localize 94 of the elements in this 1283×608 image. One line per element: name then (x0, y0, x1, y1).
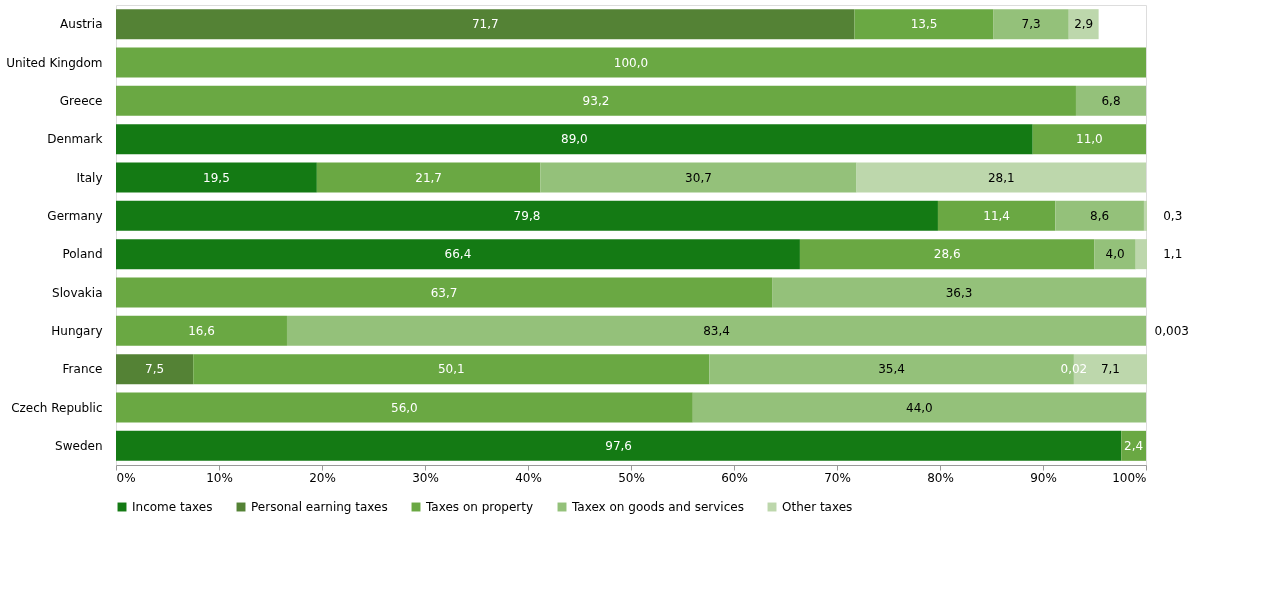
bar (799, 239, 1095, 270)
data-label: 1,1 (1163, 247, 1183, 262)
bar (1094, 239, 1136, 270)
legend-label: Personal earning taxes (251, 500, 388, 514)
x-tick-label: 0% (116, 470, 136, 485)
data-label: 7,5 (145, 362, 165, 377)
data-label: 2,4 (1124, 438, 1144, 453)
data-label: 56,0 (391, 400, 418, 415)
data-label: 79,8 (513, 208, 541, 223)
data-label: 4,0 (1105, 247, 1125, 262)
data-label: 13,5 (910, 17, 938, 32)
bar (116, 47, 1146, 78)
data-label: 11,0 (1075, 132, 1103, 147)
annotation: 0,02 (1060, 362, 1088, 377)
bar (116, 430, 1122, 461)
y-tick-label: Germany (47, 208, 103, 223)
bar (1055, 200, 1144, 231)
bar (540, 162, 857, 193)
data-label: 16,6 (188, 323, 215, 338)
bar (1032, 124, 1146, 155)
data-label: 50,1 (437, 362, 465, 377)
y-tick-label: Sweden (55, 438, 103, 453)
x-tick-label: 80% (927, 470, 954, 485)
bar (1135, 239, 1148, 270)
data-label: 21,7 (415, 170, 442, 185)
bar (1068, 9, 1099, 40)
data-label: 100,0 (613, 55, 649, 70)
x-tick-label: 60% (721, 470, 748, 485)
bar (316, 162, 541, 193)
data-label: 7,3 (1021, 17, 1041, 32)
bar (1075, 85, 1146, 116)
bar (116, 315, 287, 346)
x-tick-label: 30% (412, 470, 439, 485)
data-label: 93,2 (582, 93, 610, 108)
data-label: 89,0 (560, 132, 588, 147)
data-label: 63,7 (430, 285, 458, 300)
y-tick-label: Poland (62, 247, 103, 262)
x-tick-label: 10% (206, 470, 233, 485)
data-label: 97,6 (605, 438, 632, 453)
bar (116, 200, 938, 231)
data-label: 11,4 (983, 208, 1011, 223)
y-tick-label: Greece (59, 93, 103, 108)
data-label: 28,6 (933, 247, 961, 262)
x-tick-label: 70% (824, 470, 851, 485)
bar (286, 315, 1146, 346)
data-label: 44,0 (906, 400, 933, 415)
legend-label: Other taxes (782, 500, 853, 514)
bar (1143, 200, 1148, 231)
bar (692, 392, 1146, 423)
data-label: 36,3 (945, 285, 973, 300)
x-tick-label: 100% (1112, 470, 1147, 485)
data-label: 0,3 (1163, 208, 1183, 223)
data-label: 2,9 (1074, 17, 1094, 32)
data-label: 7,1 (1100, 362, 1121, 377)
legend-label: Taxes on property (425, 500, 534, 514)
bar (116, 277, 773, 308)
data-label: 28,1 (987, 170, 1015, 185)
data-label: 30,7 (685, 170, 712, 185)
x-tick-label: 90% (1030, 470, 1057, 485)
data-label: 83,4 (703, 323, 730, 338)
legend-label: Income taxes (132, 500, 213, 514)
y-tick-label: France (62, 362, 103, 377)
y-tick-label: Italy (76, 170, 103, 185)
x-tick-label: 40% (515, 470, 542, 485)
bar (856, 162, 1146, 193)
bar (993, 9, 1069, 40)
bar (116, 85, 1076, 116)
bar (772, 277, 1146, 308)
data-label: 6,8 (1101, 93, 1121, 108)
bar (116, 9, 855, 40)
data-label: 8,6 (1090, 208, 1110, 223)
y-tick-label: Denmark (47, 132, 103, 147)
bar (193, 354, 710, 385)
bar (1121, 430, 1146, 461)
data-label: 71,7 (471, 17, 499, 32)
legend-label: Taxex on goods and services (571, 500, 744, 514)
data-label: 0,003 (1154, 323, 1189, 338)
x-tick-label: 20% (309, 470, 336, 485)
data-label: 66,4 (444, 247, 472, 262)
data-label: 19,5 (203, 170, 230, 185)
y-tick-label: Czech Republic (11, 400, 103, 415)
y-tick-label: United Kingdom (6, 55, 103, 70)
bar (116, 239, 800, 270)
bar (116, 162, 317, 193)
bar (937, 200, 1056, 231)
bar (116, 124, 1033, 155)
bar (854, 9, 994, 40)
data-label: 35,4 (878, 362, 905, 377)
y-tick-label: Slovakia (52, 285, 103, 300)
y-tick-label: Austria (60, 17, 103, 32)
y-tick-label: Hungary (51, 323, 103, 338)
bar (116, 354, 194, 385)
x-tick-label: 50% (618, 470, 645, 485)
bar (116, 392, 693, 423)
